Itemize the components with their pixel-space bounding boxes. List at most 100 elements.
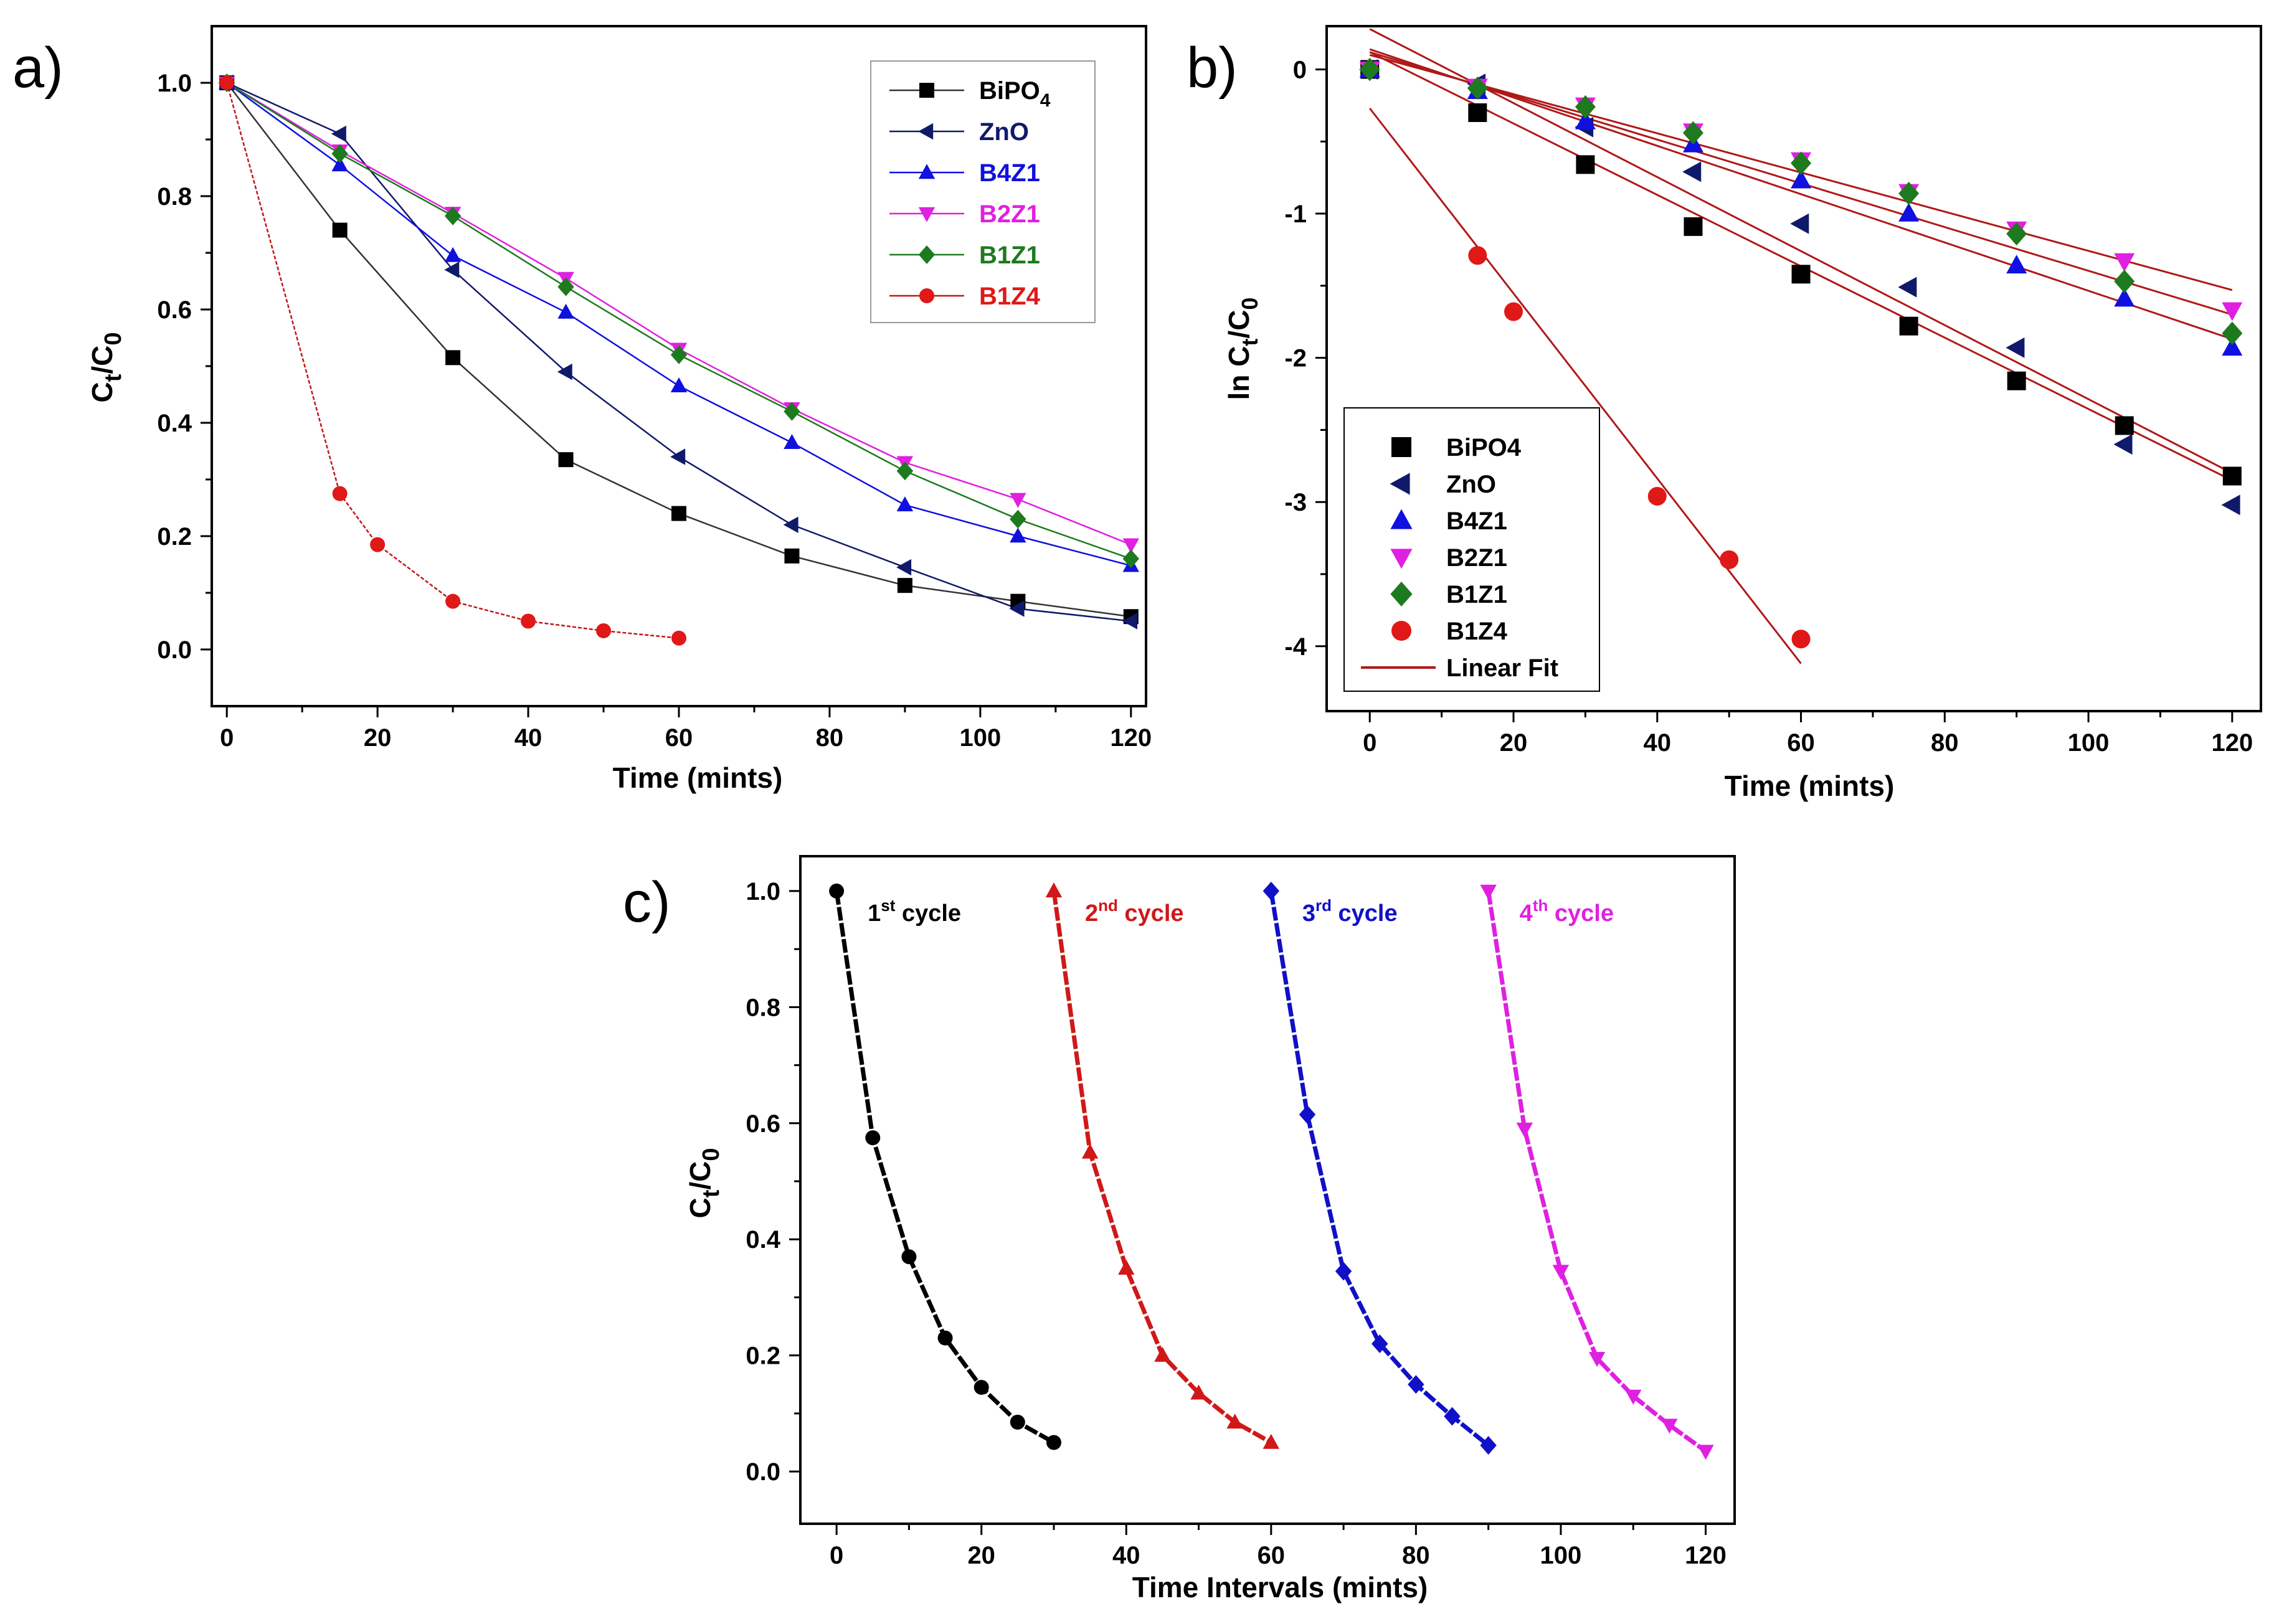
panel-a-x-tick-label: 20 — [364, 724, 392, 752]
panel-a-point-zno — [331, 125, 346, 143]
panel-c-point-cycle-2 — [1118, 1260, 1135, 1275]
panel-b-point-zno — [2113, 434, 2133, 455]
panel-a-point-b2z1 — [1010, 493, 1026, 508]
panel-c-cycle-label-2: 2nd cycle — [1085, 896, 1184, 927]
panel-a-legend-marker — [918, 164, 936, 179]
panel-b-legend-marker — [1390, 582, 1413, 607]
panel-b-point-b4z1 — [2114, 288, 2135, 307]
panel-a-point-b4z1 — [444, 247, 462, 262]
panel-c-cycle-labels: 1st cycle 2nd cycle 3rd cycle 4th cycle — [868, 896, 1614, 927]
panel-b-point-b1z1 — [1682, 121, 1703, 145]
panel-c-point-cycle-3 — [1480, 1436, 1497, 1455]
panel-a-point-b1z4 — [219, 75, 235, 90]
panel-c-point-cycle-4 — [1625, 1389, 1642, 1405]
panel-b-y-tick-label: 0 — [1293, 56, 1307, 83]
panel-b-point-zno — [1898, 276, 1917, 298]
panel-c-y-tick-label: 0.2 — [746, 1343, 780, 1370]
panel-c-x-axis-title: Time Intervals (mints) — [1132, 1571, 1428, 1603]
panel-c-point-cycle-4 — [1588, 1352, 1606, 1367]
panel-c-point-cycle-4 — [1552, 1265, 1570, 1280]
panel-b-point-b4z1 — [2006, 255, 2027, 274]
panel-a-point-b4z1 — [784, 434, 800, 450]
panel-a-legend-box — [870, 60, 1096, 323]
panel-c-point-cycle-3 — [1335, 1262, 1352, 1281]
panel-b-point-b1z1 — [2222, 321, 2243, 346]
panel-b-point-b1z1 — [1575, 95, 1596, 119]
panel-a-legend-label: B1Z4 — [979, 283, 1041, 310]
panel-a-legend-marker — [919, 288, 934, 303]
panel-b-y-tick-label: -4 — [1284, 633, 1307, 661]
panel-b-point-b1z1 — [1791, 151, 1812, 175]
panel-b-legend-marker — [1390, 509, 1413, 529]
panel-a-point-bipo — [897, 578, 912, 593]
panel-a-point-b1z1 — [331, 144, 348, 163]
panel-b-point-bipo4 — [2007, 371, 2026, 390]
panel-a-legend-label: B4Z1 — [979, 159, 1040, 187]
panel-c-x-tick-label: 60 — [1258, 1542, 1286, 1569]
panel-b-legend-label: B1Z1 — [1446, 581, 1507, 608]
panel-b-legend-marker — [1390, 549, 1413, 569]
panel-a-x-tick-label: 80 — [816, 724, 844, 752]
panel-c-point-cycle-2 — [1263, 1433, 1280, 1449]
panel-b-point-b2z1 — [2222, 302, 2243, 321]
panel-c-point-cycle-4 — [1697, 1445, 1714, 1460]
panel-a-point-b1z1 — [784, 402, 800, 421]
panel-c-point-cycle-1 — [974, 1379, 989, 1395]
panel-b-point-zno — [1790, 213, 1809, 234]
panel-a-legend-marker — [918, 123, 934, 140]
panel-b-label: b) — [1187, 36, 1238, 100]
panel-b-point-zno — [2006, 337, 2025, 358]
panel-a-point-b1z1 — [1122, 549, 1140, 569]
panel-c-cycle-label-4: 4th cycle — [1520, 896, 1614, 927]
panel-b: b) Time (mints) ln Ct/C0 0 20 40 60 80 100 120… — [1187, 25, 2262, 802]
panel-a-y-axis-title: Ct/C0 — [86, 332, 126, 402]
panel-b-legend-fit-label: Linear Fit — [1446, 654, 1558, 682]
panel-a-point-b4z1 — [557, 303, 574, 319]
panel-a-point-zno — [670, 448, 686, 465]
panel-b-legend-label: B2Z1 — [1446, 544, 1507, 572]
panel-c-point-cycle-1 — [901, 1249, 917, 1265]
panel-b-x-axis-title: Time (mints) — [1725, 770, 1895, 802]
panel-b-x-tick-label: 120 — [2211, 729, 2253, 757]
panel-b-point-b4z1 — [1791, 169, 1812, 189]
panel-c-y-tick-label: 0.8 — [746, 994, 780, 1021]
panel-b-point-zno — [2221, 494, 2240, 516]
panel-a-point-b1z4 — [596, 623, 612, 638]
panel-b-x-tick-label: 60 — [1787, 729, 1815, 757]
panel-a-legend: BiPO4 ZnO B4Z1 B2Z1 B1Z1 B1Z4 — [870, 60, 1096, 323]
panel-c: c) Time Intervals (mints) Ct/C0 0 20 40 60 8… — [623, 855, 1736, 1603]
panel-c-point-cycle-2 — [1190, 1384, 1207, 1400]
panel-a-point-b4z1 — [670, 377, 688, 393]
panel-c-x-tick-label: 40 — [1112, 1542, 1140, 1569]
panel-a-point-b4z1 — [1010, 527, 1026, 543]
panel-c-axes: 0 20 40 60 80 100 120 0.0 0.2 0.4 0.6 0.8 1.0 — [746, 878, 1726, 1569]
panel-a-point-b1z1 — [1010, 509, 1026, 529]
panel-a-y-tick-label: 0.0 — [157, 636, 192, 664]
panel-b-point-bipo4 — [1468, 103, 1487, 122]
panel-b-fit-line-b4z1 — [1369, 48, 2233, 340]
panel-c-y-tick-label: 1.0 — [746, 878, 780, 905]
panel-b-point-b1z4 — [1791, 630, 1811, 649]
panel-a-y-tick-label: 0.2 — [157, 523, 192, 550]
panel-a-x-tick-label: 0 — [220, 724, 234, 752]
panel-b-point-bipo4 — [1684, 217, 1703, 236]
panel-a-legend-marker — [919, 83, 934, 98]
panel-a-point-b1z4 — [332, 486, 348, 501]
panel-c-point-cycle-4 — [1661, 1419, 1678, 1434]
panel-b-point-bipo4 — [1791, 265, 1811, 284]
panel-a-legend-label: B1Z1 — [979, 242, 1040, 269]
panel-a-point-b1z1 — [670, 345, 688, 364]
panel-b-point-b1z4 — [1468, 246, 1487, 265]
panel-a-point-b4z1 — [896, 496, 914, 512]
panel-a-point-bipo — [445, 350, 461, 366]
panel-c-cycle-label-1: 1st cycle — [868, 896, 961, 927]
panel-b-point-bipo4 — [1576, 155, 1595, 174]
panel-a-legend-label: B2Z1 — [979, 201, 1040, 228]
panel-b-legend-marker — [1391, 437, 1411, 457]
panel-a-point-zno — [557, 363, 572, 380]
panel-b-point-b1z1 — [1359, 57, 1380, 82]
panel-c-plot-frame — [799, 855, 1736, 1525]
panel-a-label: a) — [12, 36, 64, 100]
panel-a-point-bipo — [671, 506, 686, 521]
